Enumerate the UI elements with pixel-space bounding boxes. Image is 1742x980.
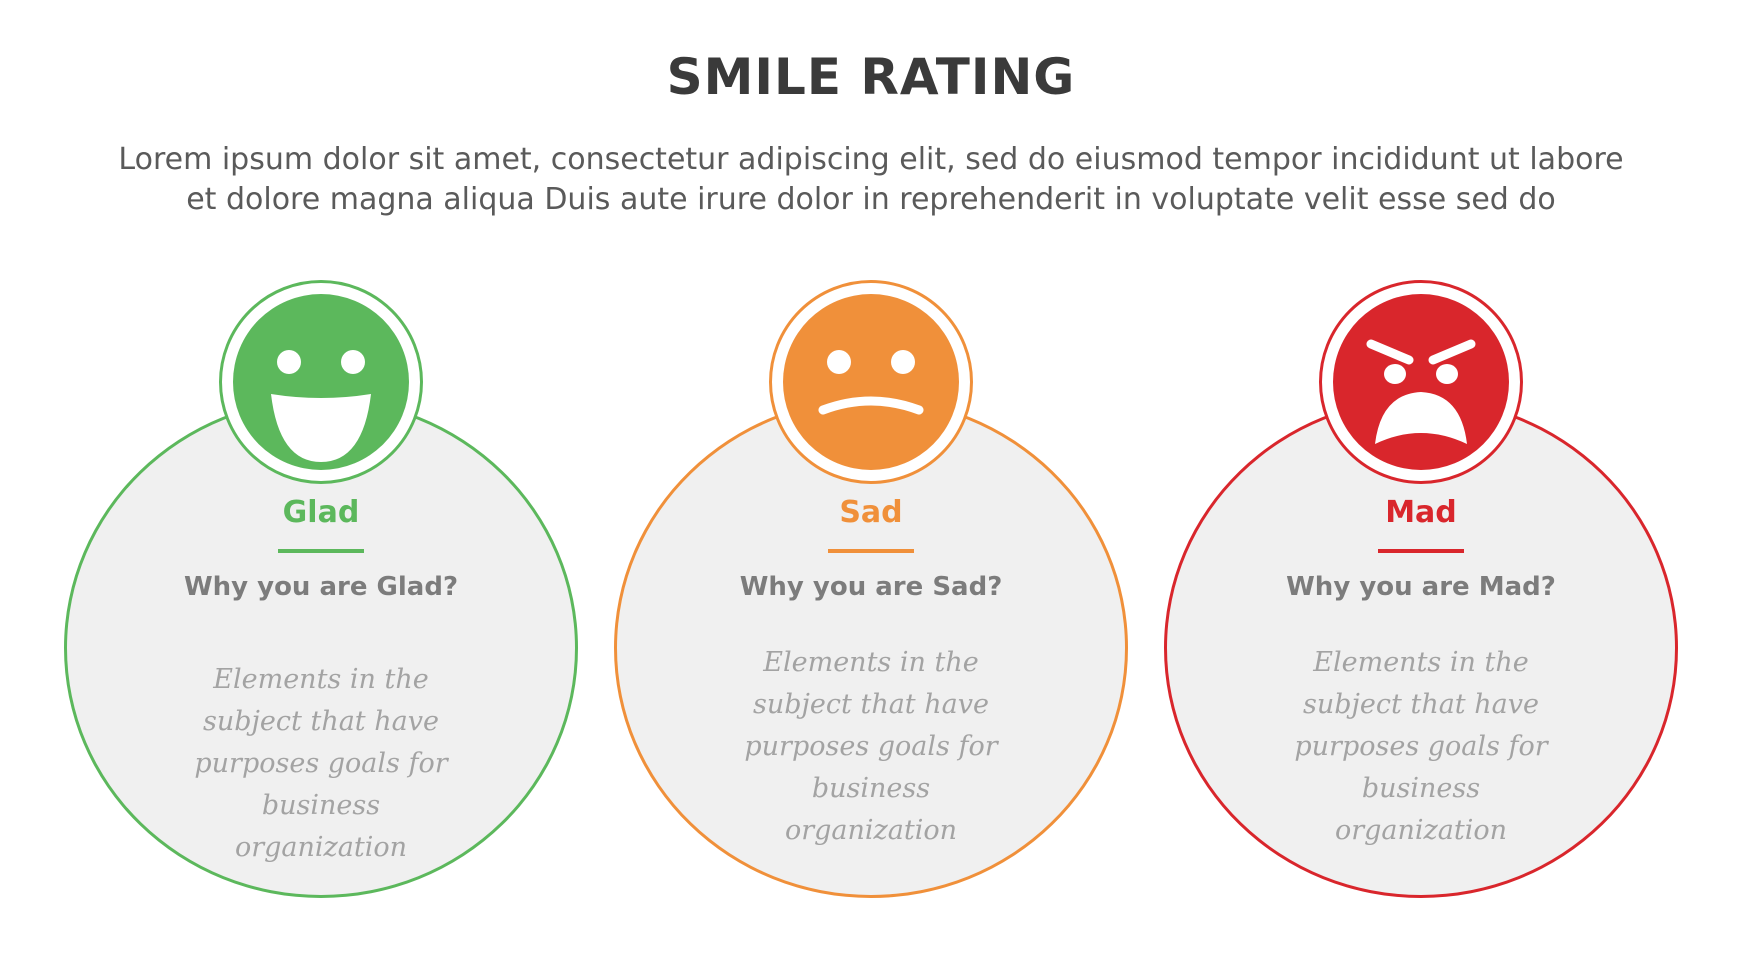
rating-description: Elements in the subject that have purpos… xyxy=(744,647,998,846)
rating-card-glad: Glad Why you are Glad? Elements in the s… xyxy=(64,280,584,900)
sad-face-icon xyxy=(783,294,959,470)
label-underline xyxy=(1378,549,1464,553)
rating-label: Mad xyxy=(1385,495,1457,530)
rating-card-mad: Mad Why you are Mad? Elements in the sub… xyxy=(1164,280,1684,900)
rating-question: Why you are Mad? xyxy=(1286,572,1556,602)
rating-label: Sad xyxy=(839,495,903,530)
rating-description: Elements in the subject that have purpos… xyxy=(1294,647,1548,846)
rating-label: Glad xyxy=(282,495,360,530)
label-underline xyxy=(278,549,364,553)
angry-face-icon xyxy=(1333,294,1509,470)
page-subtitle: Lorem ipsum dolor sit amet, consectetur … xyxy=(70,140,1672,220)
rating-card-sad: Sad Why you are Sad? Elements in the sub… xyxy=(614,280,1134,900)
page-title: SMILE RATING xyxy=(666,48,1076,106)
subtitle-line: Lorem ipsum dolor sit amet, consectetur … xyxy=(118,142,1624,177)
label-underline xyxy=(828,549,914,553)
happy-face-icon xyxy=(233,294,409,470)
rating-question: Why you are Glad? xyxy=(183,572,459,602)
rating-description: Elements in the subject that have purpos… xyxy=(194,664,448,863)
subtitle-line: et dolore magna aliqua Duis aute irure d… xyxy=(186,182,1556,217)
rating-question: Why you are Sad? xyxy=(739,572,1003,602)
